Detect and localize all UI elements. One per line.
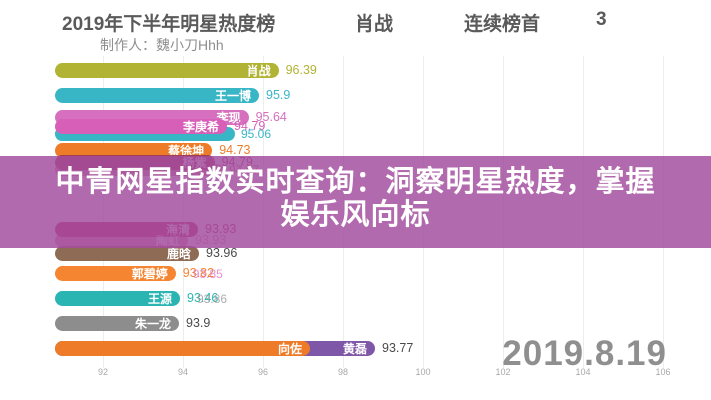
leader-streak-label: 连续榜首	[464, 14, 541, 35]
axis-tick-label: 98	[337, 367, 348, 377]
bar-value: 93.96	[206, 246, 238, 260]
axis-tick-label: 100	[415, 367, 431, 377]
caption-banner: 中青网星指数实时查询：洞察明星热度，掌握 娱乐风向标	[0, 156, 711, 248]
bar: 蔡徐坤	[55, 143, 213, 158]
bar-value: 93.9	[186, 316, 211, 330]
bar-label: 王源	[147, 291, 172, 306]
bar-label: 李庚希	[182, 119, 219, 134]
bar: 郭碧婷	[55, 266, 176, 281]
bar-value: 93.46	[187, 291, 219, 305]
date-label: 2019.8.19	[502, 334, 667, 373]
bar-label: 朱一龙	[134, 316, 171, 331]
bar-value: 93.85	[192, 267, 223, 281]
bar-value: 96.39	[285, 63, 317, 77]
bar: 肖战	[55, 63, 279, 78]
caption-line2: 娱乐风向标	[280, 199, 431, 231]
caption-line1: 中青网星指数实时查询：洞察明星热度，掌握	[55, 166, 656, 198]
bar: 鹿晗	[55, 246, 199, 261]
producer-credit: 制作人：魏小刀Hhh	[100, 37, 224, 53]
bar-label: 肖战	[246, 63, 271, 78]
bar-front: 向佐	[55, 341, 310, 356]
bar: 王一博	[55, 88, 259, 103]
bar-label: 黄磊	[342, 341, 367, 356]
bar-label: 蔡徐坤	[168, 143, 205, 158]
axis-tick-label: 102	[495, 367, 511, 377]
bar-value: 93.82	[182, 266, 215, 280]
bar-value: 95.06	[241, 127, 272, 141]
leader-name: 肖战	[355, 14, 394, 35]
bar-value: 94.73	[219, 143, 251, 157]
axis-tick-label: 94	[177, 367, 188, 377]
bar: 王源	[55, 291, 180, 306]
bar-label: 王一博	[214, 88, 251, 103]
axis-tick-label: 96	[257, 367, 268, 377]
bar-label: 向佐	[277, 341, 302, 356]
leader-streak-count: 3	[596, 9, 607, 30]
bar-value: 95.64	[255, 110, 287, 124]
bar-value: 94.79	[234, 119, 266, 133]
axis-tick-label: 104	[575, 367, 591, 377]
axis-tick-label: 92	[97, 367, 108, 377]
axis-tick-label: 106	[655, 367, 671, 377]
bar: 朱一龙	[55, 316, 179, 331]
bar-value: 93.86	[197, 292, 228, 306]
bar-value: 95.9	[266, 88, 291, 102]
bar: 李庚希	[55, 119, 227, 134]
chart-title: 2019年下半年明星热度榜	[62, 14, 276, 35]
bar-label: 鹿晗	[166, 246, 191, 261]
bar-value: 93.77	[382, 341, 414, 355]
bar-label: 郭碧婷	[131, 266, 168, 281]
